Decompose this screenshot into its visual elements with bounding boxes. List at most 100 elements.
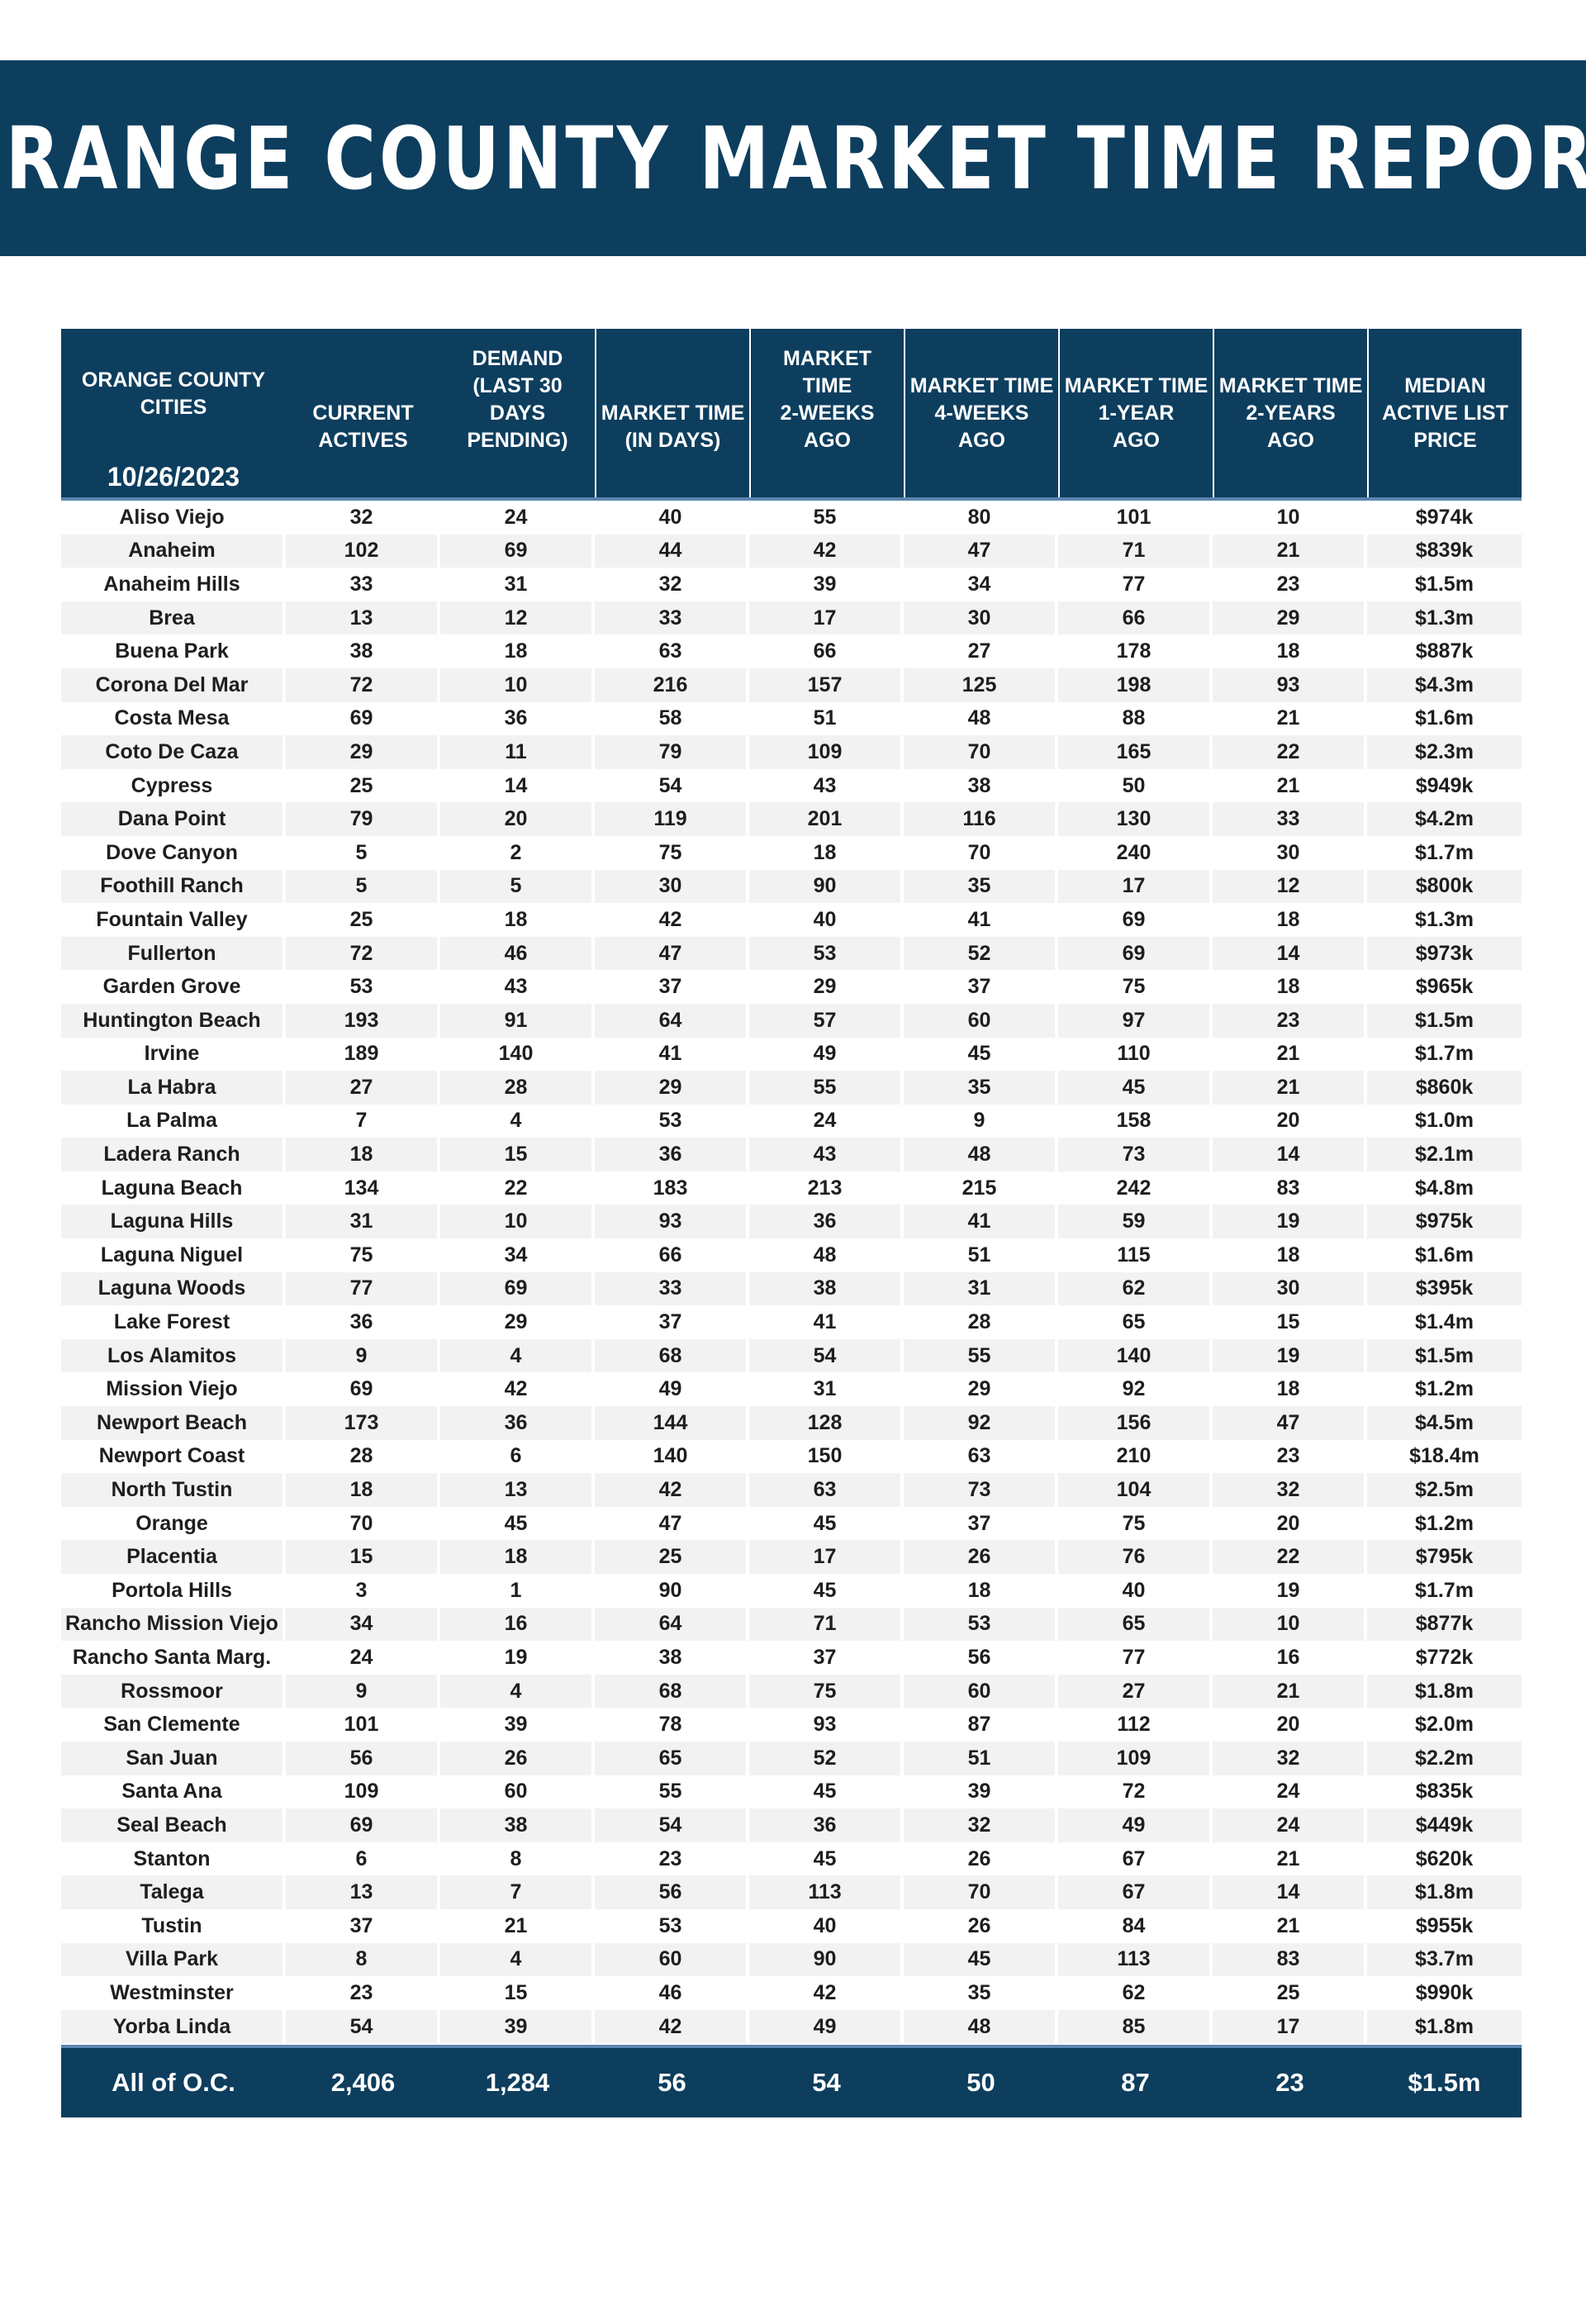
table-row: Yorba Linda 54 39 42 49 48 85 17 $1.8m [61, 2009, 1522, 2044]
table-cell: 75 [1058, 1506, 1213, 1541]
city-name-cell: Newport Beach [61, 1406, 286, 1440]
table-cell: 165 [1058, 735, 1213, 769]
column-header-line: MARKET TIME [1064, 374, 1208, 397]
column-header-line: MEDIAN [1404, 374, 1486, 397]
city-name-cell: Mission Viejo [61, 1372, 286, 1407]
table-cell: 44 [595, 534, 749, 568]
table-cell: 17 [1213, 2009, 1367, 2044]
table-cell: 183 [595, 1171, 749, 1205]
total-cell: $1.5m [1408, 2068, 1481, 2098]
column-header-line: PRICE [1413, 429, 1477, 452]
table-cell: 63 [749, 1473, 904, 1507]
table-cell: 37 [595, 970, 749, 1004]
table-cell: 55 [595, 1775, 749, 1809]
table-cell: 24 [440, 501, 595, 535]
table-cell: 28 [440, 1071, 595, 1105]
table-cell: 101 [286, 1708, 440, 1742]
table-cell: 33 [286, 568, 440, 601]
table-cell: 6 [440, 1439, 595, 1474]
table-cell: 80 [904, 501, 1058, 535]
table-cell: 16 [1213, 1641, 1367, 1675]
table-cell: 17 [749, 601, 904, 635]
table-cell: 55 [749, 501, 904, 535]
city-name-cell: Irvine [61, 1037, 286, 1072]
city-name-cell: San Clemente [61, 1708, 286, 1742]
table-cell: 12 [1213, 869, 1367, 904]
table-cell: $4.3m [1367, 668, 1522, 702]
table-cell: 5 [440, 869, 595, 904]
table-row: Anaheim 102 69 44 42 47 71 21 $839k [61, 534, 1522, 568]
table-row: Costa Mesa 69 36 58 51 48 88 21 $1.6m [61, 701, 1522, 736]
table-cell: 9 [286, 1338, 440, 1373]
table-cell: 23 [595, 1842, 749, 1876]
city-name-cell: Rossmoor [61, 1674, 286, 1709]
table-cell: $800k [1367, 869, 1522, 904]
table-cell: 158 [1058, 1104, 1213, 1138]
total-label: All of O.C. [112, 2068, 235, 2098]
table-row: Portola Hills 3 1 90 45 18 40 19 $1.7m [61, 1574, 1522, 1608]
table-cell: 37 [904, 1506, 1058, 1541]
total-cell: 2,406 [330, 2068, 396, 2098]
table-cell: 51 [904, 1741, 1058, 1775]
table-cell: 40 [749, 903, 904, 937]
table-cell: 71 [1058, 534, 1213, 568]
table-row: Rancho Mission Viejo 34 16 64 71 53 65 10 $877k [61, 1607, 1522, 1642]
table-cell: 31 [749, 1372, 904, 1407]
table-cell: 83 [1213, 1171, 1367, 1205]
table-cell: 30 [904, 601, 1058, 635]
city-name-cell: Stanton [61, 1842, 286, 1876]
column-header-line: ACTIVES [318, 429, 408, 452]
table-cell: 52 [749, 1741, 904, 1775]
table-header: 10/26/2023 ORANGE COUNTY CITIES CURRENT ACT… [61, 329, 1522, 501]
table-cell: 33 [595, 601, 749, 635]
table-cell: 24 [1213, 1775, 1367, 1809]
column-header-line: MARKET TIME [909, 374, 1054, 397]
table-row: Lake Forest 36 29 37 41 28 65 15 $1.4m [61, 1305, 1522, 1339]
table-cell: 215 [904, 1171, 1058, 1205]
table-cell: 39 [904, 1775, 1058, 1809]
table-cell: 29 [595, 1071, 749, 1105]
table-cell: $990k [1367, 1976, 1522, 2010]
table-cell: 14 [1213, 1875, 1367, 1909]
table-cell: 38 [595, 1641, 749, 1675]
city-name-cell: Ladera Ranch [61, 1138, 286, 1172]
table-cell: 18 [440, 1540, 595, 1574]
table-cell: 36 [286, 1305, 440, 1339]
table-cell: 36 [749, 1808, 904, 1842]
table-cell: 62 [1058, 1271, 1213, 1306]
table-cell: 32 [286, 501, 440, 535]
table-cell: 56 [904, 1641, 1058, 1675]
table-body: Aliso Viejo 32 24 40 55 80 101 10 $974k Anaheim 10… [61, 501, 1522, 2044]
table-cell: 18 [286, 1473, 440, 1507]
table-cell: 87 [904, 1708, 1058, 1742]
city-name-cell: Santa Ana [61, 1775, 286, 1809]
table-cell: $1.2m [1367, 1506, 1522, 1541]
table-cell: 75 [286, 1238, 440, 1272]
table-cell: 45 [1058, 1071, 1213, 1105]
table-cell: 32 [1213, 1473, 1367, 1507]
table-cell: $4.8m [1367, 1171, 1522, 1205]
table-cell: 76 [1058, 1540, 1213, 1574]
table-cell: 49 [749, 2009, 904, 2044]
table-cell: 85 [1058, 2009, 1213, 2044]
table-cell: 43 [440, 970, 595, 1004]
table-cell: 39 [440, 1708, 595, 1742]
table-cell: 5 [286, 835, 440, 870]
table-row: Dove Canyon 5 2 75 18 70 240 30 $1.7m [61, 835, 1522, 870]
table-cell: $2.3m [1367, 735, 1522, 769]
table-cell: 36 [440, 1406, 595, 1440]
table-cell: 68 [595, 1674, 749, 1709]
table-cell: 4 [440, 1104, 595, 1138]
table-cell: 13 [286, 601, 440, 635]
table-cell: 65 [1058, 1607, 1213, 1642]
table-row: Cypress 25 14 54 43 38 50 21 $949k [61, 768, 1522, 803]
total-cell: 1,284 [485, 2068, 550, 2098]
table-cell: 57 [749, 1003, 904, 1038]
table-cell: 27 [1058, 1674, 1213, 1709]
table-row: Fullerton 72 46 47 53 52 69 14 $973k [61, 936, 1522, 971]
table-cell: 77 [1058, 568, 1213, 601]
city-name-cell: Anaheim Hills [61, 568, 286, 601]
table-cell: 90 [749, 1942, 904, 1977]
table-cell: 5 [286, 869, 440, 904]
table-cell: 12 [440, 601, 595, 635]
